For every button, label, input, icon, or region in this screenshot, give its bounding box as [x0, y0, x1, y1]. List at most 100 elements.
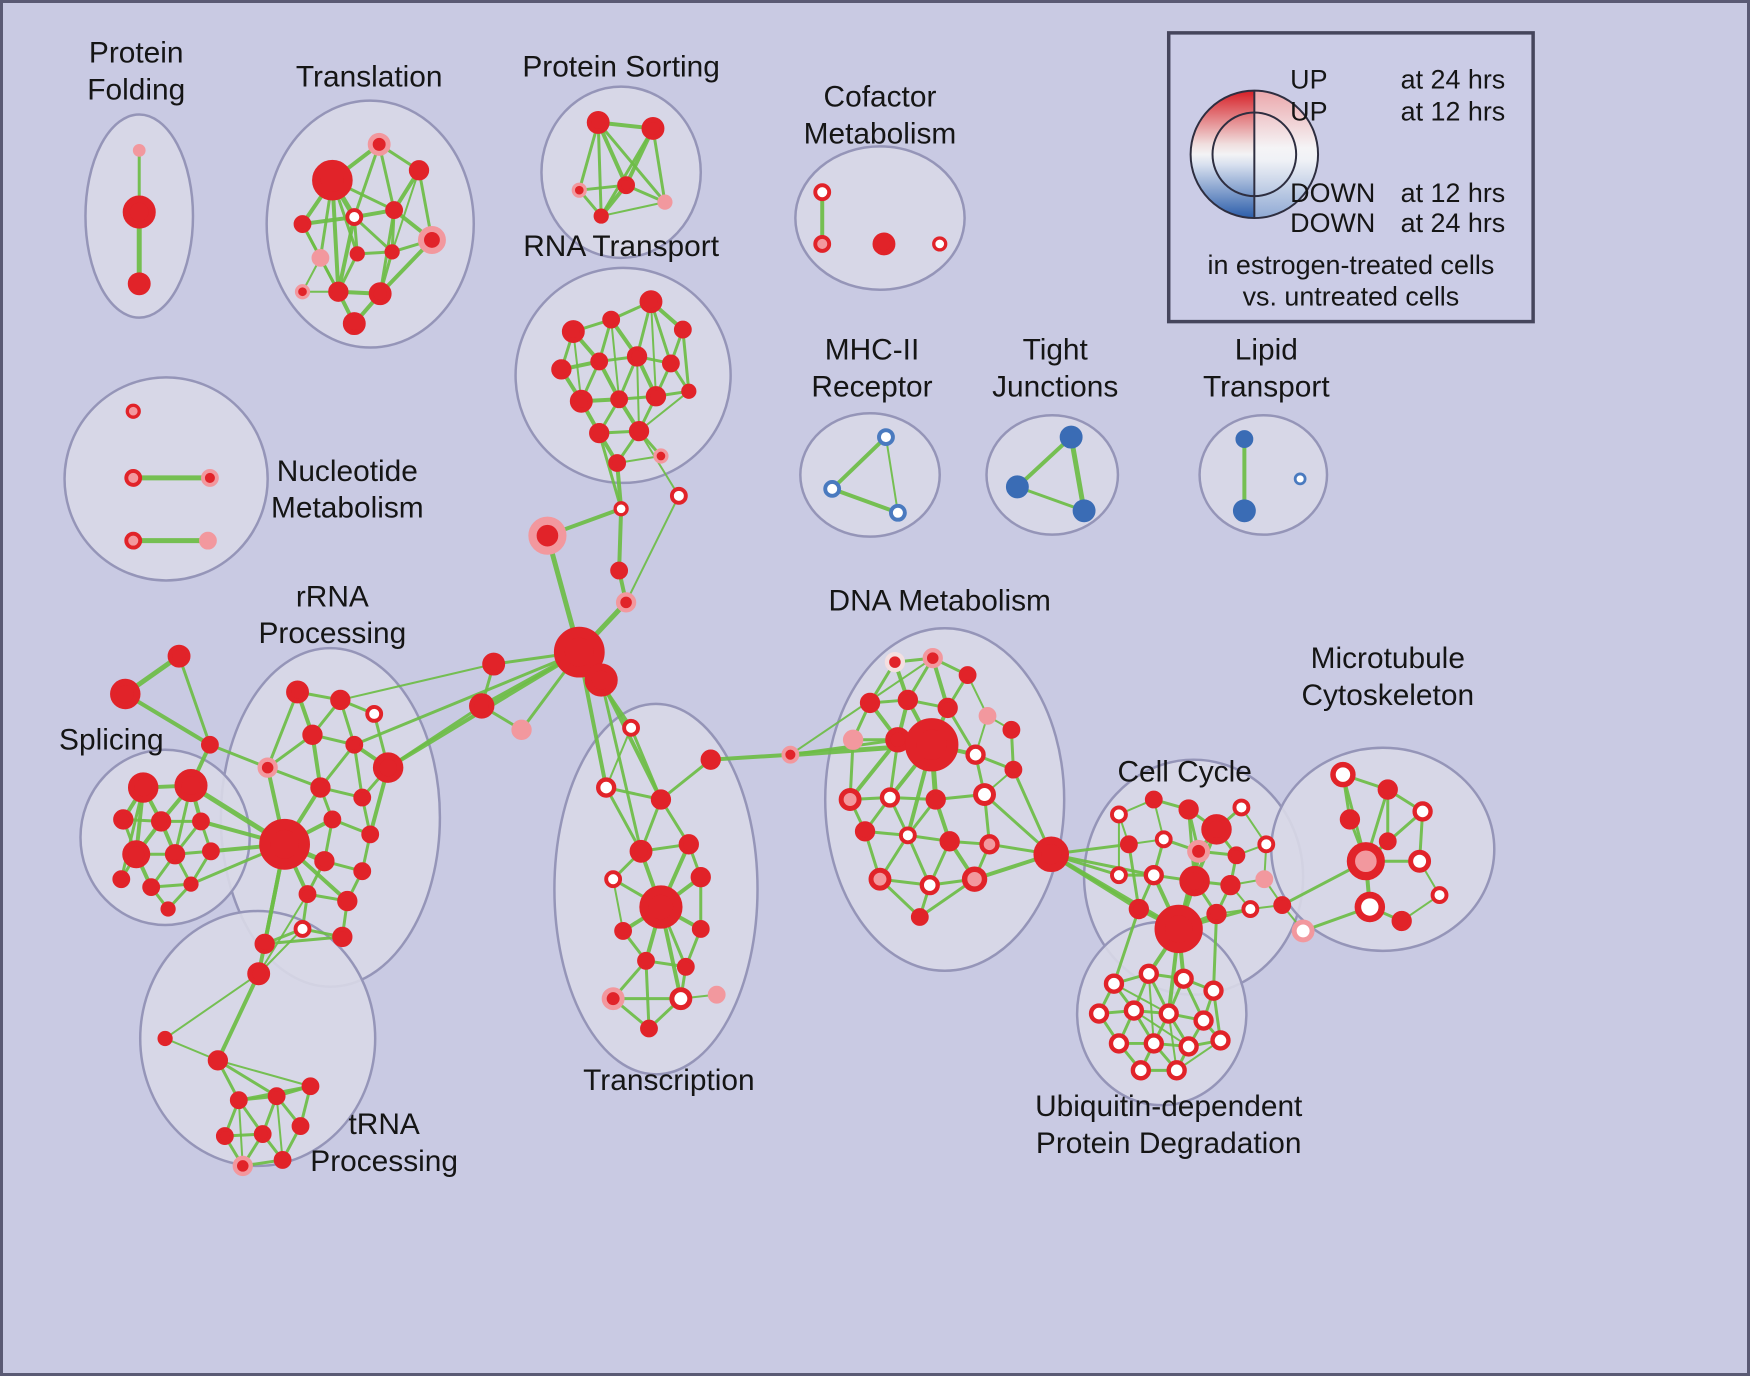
graph-node-15 [294, 284, 311, 300]
graph-edge [1147, 972, 1155, 1045]
graph-node-130 [884, 651, 906, 673]
graph-node-72 [201, 842, 220, 861]
graph-node-43 [615, 592, 637, 613]
graph-edge [577, 120, 600, 192]
graph-node-140 [905, 718, 959, 772]
graph-node-4 [367, 132, 391, 156]
graph-edge [659, 758, 713, 802]
graph-node-137 [1002, 720, 1021, 739]
graph-node-145 [925, 789, 946, 810]
graph-edge [352, 650, 581, 747]
graph-node-75 [112, 870, 131, 889]
graph-node-197 [1408, 849, 1432, 873]
graph-node-101 [301, 1077, 320, 1096]
cluster-label-ubiquitin-degradation-line-0: Ubiquitin-dependent [1035, 1090, 1303, 1123]
graph-edge [649, 300, 657, 398]
graph-node-79 [365, 704, 384, 723]
graph-node-127 [640, 1019, 658, 1038]
graph-edge [1212, 912, 1218, 993]
graph-node-181 [1088, 1003, 1110, 1024]
graph-node-34 [681, 383, 697, 399]
graph-node-96 [247, 962, 271, 986]
graph-node-31 [569, 389, 593, 413]
legend-gradient-left-half [1190, 90, 1255, 219]
cluster-label-splicing-line-0: Splicing [59, 724, 164, 757]
graph-node-33 [645, 386, 667, 407]
graph-node-16 [342, 312, 366, 336]
cluster-rna-transport [514, 266, 732, 485]
graph-edge [266, 690, 300, 770]
graph-edge [651, 126, 667, 204]
cluster-label-trna-processing-line-0: tRNA [348, 1108, 419, 1141]
legend-time-down-12: at 12 hrs [1401, 178, 1506, 208]
cluster-label-rrna-processing-line-0: rRNA [296, 580, 369, 613]
cluster-label-protein-folding-line-1: Folding [87, 74, 185, 107]
graph-node-12 [384, 244, 400, 260]
graph-node-146 [973, 783, 996, 806]
graph-node-117 [604, 870, 623, 889]
legend-direction-down-24: DOWN [1290, 208, 1375, 238]
graph-node-93 [293, 920, 312, 938]
graph-edge [848, 737, 900, 802]
graph-edge [636, 355, 641, 433]
graph-node-107 [553, 626, 605, 678]
cluster-label-tight-junctions-line-0: Tight [1023, 333, 1089, 366]
graph-node-19 [571, 182, 587, 198]
legend-direction-up-12: UP [1290, 96, 1327, 126]
graph-node-48 [125, 403, 141, 419]
graph-node-70 [122, 840, 151, 869]
graph-node-17 [586, 111, 610, 134]
cluster-label-mhc-ii-receptor-line-0: MHC-II [825, 333, 920, 366]
graph-node-0 [132, 143, 146, 157]
graph-node-112 [622, 718, 640, 737]
cluster-label-ubiquitin-degradation-line-1: Protein Degradation [1036, 1127, 1302, 1160]
graph-node-60 [1232, 499, 1256, 523]
graph-node-144 [879, 787, 901, 808]
graph-edge [1015, 435, 1074, 489]
graph-node-132 [958, 666, 977, 684]
graph-edge [237, 1099, 244, 1167]
graph-node-165 [1257, 835, 1276, 854]
graph-edge [625, 494, 680, 604]
cluster-label-dna-metabolism-line-0: DNA Metabolism [829, 584, 1051, 617]
graph-edge [629, 726, 663, 802]
graph-node-200 [1430, 886, 1449, 905]
graph-node-6 [293, 215, 312, 233]
graph-edge [386, 704, 484, 770]
graph-node-53 [877, 428, 895, 447]
graph-node-149 [939, 831, 960, 852]
graph-node-21 [657, 194, 673, 210]
graph-node-105 [232, 1155, 253, 1177]
graph-node-9 [417, 225, 446, 254]
graph-node-87 [323, 810, 342, 829]
graph-node-102 [215, 1127, 234, 1145]
graph-node-134 [897, 689, 919, 711]
graph-node-90 [353, 862, 372, 881]
graph-node-115 [629, 839, 653, 863]
graph-node-1 [122, 195, 156, 229]
graph-edge [605, 726, 633, 789]
graph-node-69 [192, 812, 210, 831]
graph-node-167 [1143, 865, 1164, 886]
graph-node-135 [937, 697, 958, 719]
graph-node-147 [854, 821, 876, 842]
graph-node-42 [610, 561, 629, 580]
graph-node-5 [408, 160, 430, 181]
graph-node-52 [199, 531, 217, 550]
graph-node-116 [678, 834, 699, 855]
graph-edge [1068, 434, 1087, 514]
graph-node-84 [310, 777, 331, 798]
graph-node-193 [1412, 801, 1433, 822]
legend: UP at 24 hrs UP at 12 hrs DOWN at 12 hrs… [1166, 31, 1535, 324]
graph-node-35 [589, 422, 610, 444]
graph-edge [352, 142, 381, 219]
graph-node-143 [838, 788, 862, 811]
graph-node-61 [1293, 472, 1307, 486]
cluster-label-protein-sorting-line-0: Protein Sorting [522, 51, 720, 84]
graph-node-183 [1158, 1003, 1179, 1024]
graph-edge [596, 120, 603, 218]
graph-node-164 [1227, 846, 1246, 865]
cluster-label-cofactor-metabolism-line-0: Cofactor [824, 81, 937, 114]
graph-edge [215, 971, 261, 1063]
graph-node-98 [207, 1050, 229, 1071]
